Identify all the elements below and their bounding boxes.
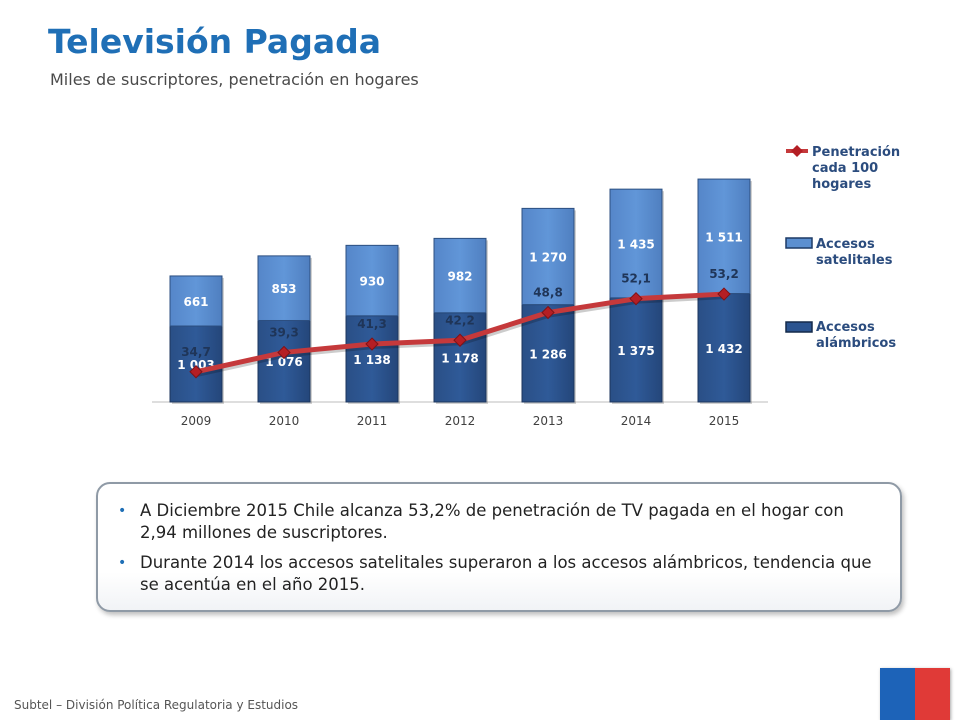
label-satelitales-2009: 661 <box>183 295 208 309</box>
x-tick-2013: 2013 <box>533 414 564 428</box>
penetration-label-2009: 34,7 <box>181 345 211 359</box>
bar-satelitales-2014 <box>609 188 663 299</box>
bullet-icon: • <box>118 555 127 571</box>
penetration-point-2014 <box>629 291 643 306</box>
bar-satelitales-2015 <box>697 178 751 295</box>
penetration-label-2013: 48,8 <box>533 286 563 300</box>
bar-alambricos-2013 <box>521 304 575 403</box>
label-alambricos-2015: 1 432 <box>705 342 743 356</box>
x-tick-2010: 2010 <box>269 414 300 428</box>
x-tick-2015: 2015 <box>709 414 740 428</box>
penetration-point-2015 <box>717 287 731 301</box>
label-alambricos-2011: 1 138 <box>353 353 391 367</box>
summary-bullet-1-text: A Diciembre 2015 Chile alcanza 53,2% de … <box>140 501 844 542</box>
penetration-label-2011: 41,3 <box>357 317 387 331</box>
legend-penetracion: Penetración cada 100 hogares <box>812 145 900 192</box>
page-title: Televisión Pagada <box>48 22 381 61</box>
summary-box: • A Diciembre 2015 Chile alcanza 53,2% de… <box>96 482 902 612</box>
legend-alambricos-swatch <box>785 321 813 333</box>
legend-alambricos: Accesos alámbricos <box>816 320 896 351</box>
bullet-icon: • <box>118 503 127 519</box>
bar-satelitales-2013 <box>521 207 575 306</box>
bar-alambricos-2012 <box>433 312 487 403</box>
summary-bullet-2: • Durante 2014 los accesos satelitales su… <box>118 552 880 596</box>
page-subtitle: Miles de suscriptores, penetración en ho… <box>50 70 419 89</box>
label-satelitales-2015: 1 511 <box>705 230 743 244</box>
label-alambricos-2010: 1 076 <box>265 355 303 369</box>
label-alambricos-2012: 1 178 <box>441 351 479 365</box>
label-satelitales-2014: 1 435 <box>617 237 655 251</box>
bar-alambricos-2011 <box>345 315 399 403</box>
penetration-label-2012: 42,2 <box>445 313 475 327</box>
bar-satelitales-2012 <box>433 237 487 314</box>
label-satelitales-2012: 982 <box>447 270 472 284</box>
legend-satelitales: Accesos satelitales <box>816 237 893 268</box>
penetration-point-2009 <box>189 365 203 379</box>
label-satelitales-2011: 930 <box>359 275 384 289</box>
label-alambricos-2013: 1 286 <box>529 347 567 361</box>
label-alambricos-2014: 1 375 <box>617 344 655 358</box>
penetration-point-2010 <box>277 345 291 360</box>
summary-bullet-1: • A Diciembre 2015 Chile alcanza 53,2% de… <box>118 500 880 544</box>
penetration-label-2010: 39,3 <box>269 325 299 339</box>
x-tick-2014: 2014 <box>621 414 652 428</box>
x-tick-2011: 2011 <box>357 414 388 428</box>
penetration-point-2012 <box>453 333 467 347</box>
summary-bullet-2-text: Durante 2014 los accesos satelitales sup… <box>140 553 872 594</box>
penetration-label-2015: 53,2 <box>709 267 739 281</box>
bar-alambricos-2014 <box>609 297 663 403</box>
x-tick-2009: 2009 <box>181 414 212 428</box>
bar-satelitales-2010 <box>257 255 311 321</box>
legend-line-marker <box>791 145 803 157</box>
legend-satelitales-swatch <box>785 237 813 249</box>
penetration-point-2011 <box>365 337 379 351</box>
bar-satelitales-2009 <box>169 275 223 327</box>
bar-alambricos-2015 <box>697 293 751 403</box>
bar-satelitales-2011 <box>345 244 399 317</box>
penetration-label-2014: 52,1 <box>621 272 651 286</box>
label-satelitales-2010: 853 <box>271 282 296 296</box>
label-satelitales-2013: 1 270 <box>529 250 567 264</box>
chile-flag-logo <box>880 668 950 720</box>
bar-alambricos-2010 <box>257 319 311 403</box>
x-tick-2012: 2012 <box>445 414 476 428</box>
footer-text: Subtel – División Política Regulatoria y… <box>14 698 299 712</box>
penetration-point-2013 <box>541 305 555 320</box>
